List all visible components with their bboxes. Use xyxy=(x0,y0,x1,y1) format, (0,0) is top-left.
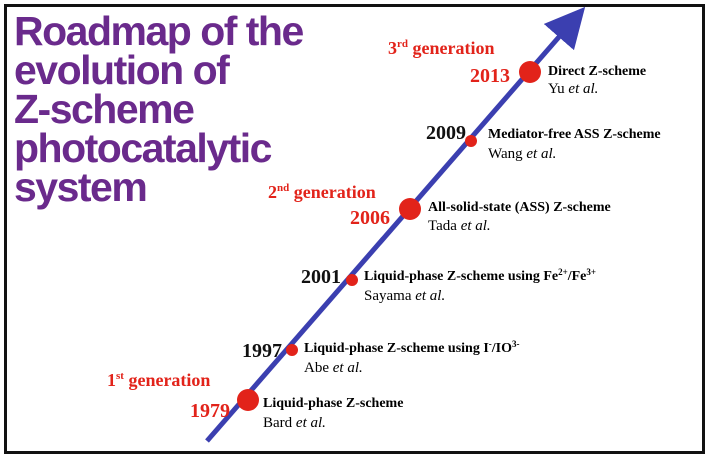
milestone-marker-1979 xyxy=(237,389,259,411)
milestone-year-2001: 2001 xyxy=(301,266,341,288)
milestone-author-2009: Wang et al. xyxy=(488,146,556,162)
title-line-5: system xyxy=(14,164,148,210)
title-line-2: evolution of xyxy=(14,47,230,93)
milestone-marker-1997 xyxy=(286,344,298,356)
milestone-marker-2013 xyxy=(519,61,541,83)
generation-label-3: 3rd generation xyxy=(388,38,494,58)
milestone-author-2001: Sayama et al. xyxy=(364,288,445,304)
milestone-year-2006: 2006 xyxy=(350,207,390,229)
generation-label-1: 1st generation xyxy=(107,370,210,390)
milestone-marker-2006 xyxy=(399,198,421,220)
milestone-author-1997: Abe et al. xyxy=(304,360,363,376)
milestone-description-2006: All-solid-state (ASS) Z-scheme xyxy=(428,200,611,215)
milestone-year-1997: 1997 xyxy=(242,340,282,362)
milestone-year-2009: 2009 xyxy=(426,122,466,144)
milestone-year-1979: 1979 xyxy=(190,400,230,422)
title-line-4: photocatalytic xyxy=(14,125,272,171)
timeline-arrow xyxy=(205,6,586,443)
figure-frame xyxy=(4,4,705,454)
milestone-marker-2009 xyxy=(465,135,477,147)
milestone-author-2006: Tada et al. xyxy=(428,218,491,234)
diagram-title: Roadmap of the evolution of Z-scheme pho… xyxy=(14,8,334,210)
milestone-marker-2001 xyxy=(346,274,358,286)
milestone-description-2001: Liquid-phase Z-scheme using Fe2+/Fe3+ xyxy=(364,267,596,284)
title-line-3: Z-scheme xyxy=(14,86,195,132)
milestone-year-2013: 2013 xyxy=(470,65,510,87)
milestone-description-1997: Liquid-phase Z-scheme using I-/IO3- xyxy=(304,339,520,356)
generation-label-2: 2nd generation xyxy=(268,182,376,202)
milestone-description-1979: Liquid-phase Z-scheme xyxy=(263,396,403,411)
milestone-author-2013: Yu et al. xyxy=(548,81,598,97)
milestone-description-2013: Direct Z-scheme xyxy=(548,64,646,79)
title-line-1: Roadmap of the xyxy=(14,8,304,54)
milestone-description-2009: Mediator-free ASS Z-scheme xyxy=(488,127,661,142)
milestone-author-1979: Bard et al. xyxy=(263,415,326,431)
